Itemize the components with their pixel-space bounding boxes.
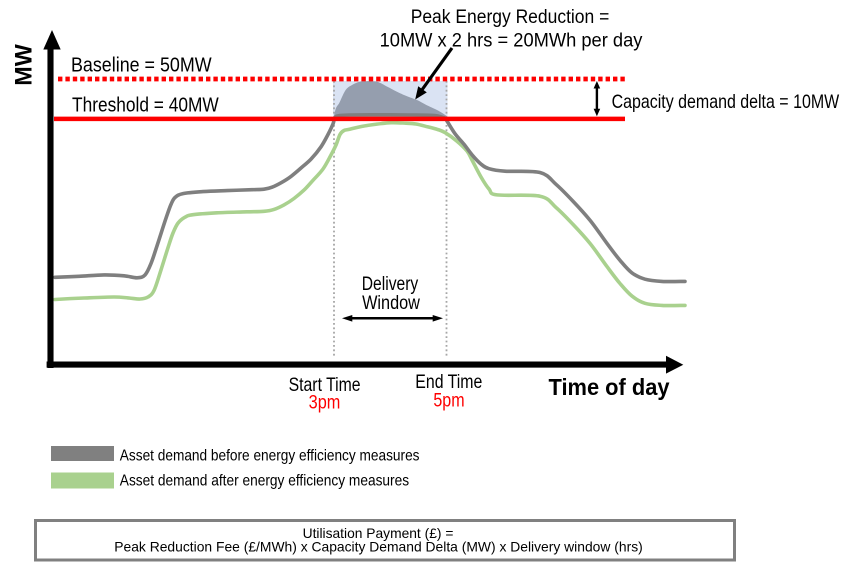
svg-text:Utilisation Payment (£) =: Utilisation Payment (£) = [303, 525, 454, 541]
svg-text:Peak Reduction Fee (£/MWh) x C: Peak Reduction Fee (£/MWh) x Capacity De… [114, 539, 643, 555]
svg-text:Baseline = 50MW: Baseline = 50MW [71, 55, 212, 77]
svg-text:Window: Window [362, 293, 420, 314]
svg-text:3pm: 3pm [309, 393, 341, 414]
svg-text:Asset demand before energy eff: Asset demand before energy efficiency me… [120, 448, 420, 465]
svg-text:End Time: End Time [415, 371, 482, 393]
svg-text:Capacity demand delta = 10MW: Capacity demand delta = 10MW [612, 91, 840, 113]
svg-text:5pm: 5pm [433, 391, 464, 412]
svg-text:MW: MW [11, 44, 38, 86]
svg-text:Time of day: Time of day [549, 374, 670, 400]
svg-text:10MW x 2 hrs = 20MWh per day: 10MW x 2 hrs = 20MWh per day [380, 30, 643, 51]
svg-text:Delivery: Delivery [362, 274, 419, 295]
svg-text:Peak Energy Reduction =: Peak Energy Reduction = [411, 7, 610, 28]
svg-text:Threshold = 40MW: Threshold = 40MW [72, 94, 219, 116]
svg-text:Start Time: Start Time [289, 374, 361, 396]
svg-text:Asset demand after energy effi: Asset demand after energy efficiency mea… [120, 472, 409, 489]
